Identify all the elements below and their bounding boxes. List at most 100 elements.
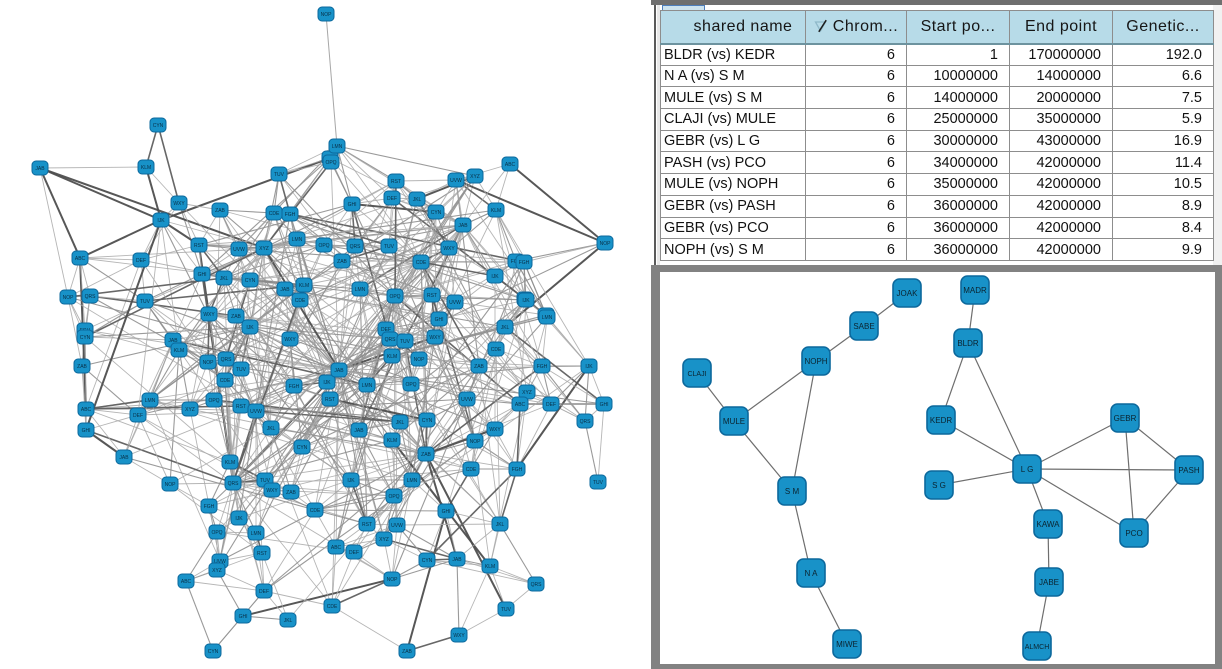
svg-text:RST: RST (391, 179, 401, 185)
svg-text:NOP: NOP (600, 241, 612, 247)
svg-text:ZAB: ZAB (402, 649, 412, 655)
svg-text:NOPH: NOPH (804, 357, 827, 366)
svg-text:GHI: GHI (348, 202, 357, 208)
svg-text:TUV: TUV (384, 244, 395, 250)
svg-text:IJK: IJK (246, 325, 254, 331)
svg-text:ABC: ABC (81, 407, 92, 413)
svg-text:TUV: TUV (140, 299, 151, 305)
svg-text:NOP: NOP (165, 482, 177, 488)
svg-text:JAB: JAB (168, 338, 178, 344)
svg-text:QRS: QRS (385, 337, 397, 343)
svg-text:FGH: FGH (289, 384, 300, 390)
svg-text:ABC: ABC (331, 545, 342, 551)
svg-text:KLM: KLM (225, 460, 235, 466)
svg-text:KEDR: KEDR (930, 416, 952, 425)
svg-text:GHI: GHI (198, 272, 207, 278)
svg-text:QRS: QRS (221, 357, 233, 363)
svg-text:JKL: JKL (267, 426, 276, 432)
svg-text:GHI: GHI (82, 428, 91, 434)
svg-text:NOP: NOP (470, 439, 482, 445)
svg-text:OPQ: OPQ (208, 398, 219, 404)
svg-text:TUV: TUV (274, 172, 285, 178)
svg-text:MIWE: MIWE (836, 640, 858, 649)
svg-text:UVW: UVW (391, 523, 403, 529)
svg-text:UVW: UVW (449, 300, 461, 306)
svg-text:GHI: GHI (600, 402, 609, 408)
svg-text:XYZ: XYZ (185, 407, 195, 413)
svg-text:S M: S M (785, 487, 800, 496)
svg-text:JKL: JKL (413, 197, 422, 203)
svg-text:FGH: FGH (512, 467, 523, 473)
svg-text:JOAK: JOAK (897, 289, 919, 298)
svg-text:FGH: FGH (285, 212, 296, 218)
svg-text:WXY: WXY (266, 488, 278, 494)
svg-text:JAB: JAB (119, 455, 129, 461)
svg-text:OPQ: OPQ (318, 243, 329, 249)
svg-text:XYZ: XYZ (259, 246, 269, 252)
svg-text:CDE: CDE (310, 508, 321, 514)
svg-text:DEF: DEF (136, 258, 146, 264)
svg-text:IJK: IJK (522, 298, 530, 304)
svg-text:ZAB: ZAB (474, 364, 484, 370)
svg-text:GHI: GHI (442, 509, 451, 515)
svg-text:PCO: PCO (1125, 529, 1142, 538)
svg-text:QRS: QRS (85, 294, 97, 300)
svg-text:S G: S G (932, 481, 946, 490)
svg-text:RST: RST (257, 551, 267, 557)
svg-text:JAB: JAB (334, 368, 344, 374)
svg-text:JAB: JAB (452, 557, 462, 563)
svg-text:LMN: LMN (292, 237, 303, 243)
svg-text:NOP: NOP (203, 360, 215, 366)
svg-text:KAWA: KAWA (1037, 520, 1061, 529)
svg-text:TUV: TUV (236, 367, 247, 373)
svg-text:QRS: QRS (350, 244, 362, 250)
svg-text:JABE: JABE (1039, 578, 1059, 587)
svg-text:QRS: QRS (580, 419, 592, 425)
svg-text:L G: L G (1021, 465, 1034, 474)
svg-text:JAB: JAB (458, 223, 468, 229)
svg-text:WXY: WXY (489, 427, 501, 433)
svg-text:CYN: CYN (208, 649, 219, 655)
svg-text:MULE: MULE (723, 417, 745, 426)
svg-text:ABC: ABC (505, 162, 516, 168)
svg-text:JAB: JAB (354, 428, 364, 434)
svg-text:QRS: QRS (228, 481, 240, 487)
svg-text:DEF: DEF (387, 196, 397, 202)
svg-text:FGH: FGH (204, 504, 215, 510)
svg-text:CDE: CDE (295, 298, 306, 304)
svg-text:ZAB: ZAB (337, 259, 347, 265)
svg-text:TUV: TUV (400, 339, 411, 345)
svg-text:DEF: DEF (381, 327, 391, 333)
svg-text:KLM: KLM (485, 564, 495, 570)
svg-text:CDE: CDE (466, 467, 477, 473)
svg-text:OPQ: OPQ (211, 530, 222, 536)
svg-text:KLM: KLM (387, 438, 397, 444)
svg-text:JKL: JKL (284, 618, 293, 624)
svg-text:GHI: GHI (239, 614, 248, 620)
svg-text:IJK: IJK (157, 218, 165, 224)
svg-text:WXY: WXY (443, 246, 455, 252)
svg-text:IJK: IJK (585, 364, 593, 370)
svg-text:GEBR: GEBR (1114, 414, 1137, 423)
svg-text:JAB: JAB (35, 166, 45, 172)
svg-text:CYN: CYN (245, 278, 256, 284)
svg-text:UVW: UVW (450, 178, 462, 184)
svg-text:JKL: JKL (501, 325, 510, 331)
svg-text:UVW: UVW (214, 559, 226, 565)
svg-text:WXY: WXY (284, 337, 296, 343)
svg-text:CYN: CYN (80, 335, 91, 341)
svg-text:JKL: JKL (496, 522, 505, 528)
svg-text:ABC: ABC (515, 402, 526, 408)
svg-text:DEF: DEF (349, 550, 359, 556)
svg-text:CDE: CDE (491, 347, 502, 353)
svg-text:XYZ: XYZ (212, 568, 222, 574)
svg-text:PASH: PASH (1178, 466, 1199, 475)
svg-text:CDE: CDE (269, 211, 280, 217)
svg-text:XYZ: XYZ (522, 390, 532, 396)
svg-text:CDE: CDE (416, 260, 427, 266)
svg-text:IJK: IJK (323, 380, 331, 386)
svg-text:CYN: CYN (297, 445, 308, 451)
svg-text:ZAB: ZAB (231, 314, 241, 320)
svg-text:KLM: KLM (174, 348, 184, 354)
svg-text:KLM: KLM (299, 283, 309, 289)
